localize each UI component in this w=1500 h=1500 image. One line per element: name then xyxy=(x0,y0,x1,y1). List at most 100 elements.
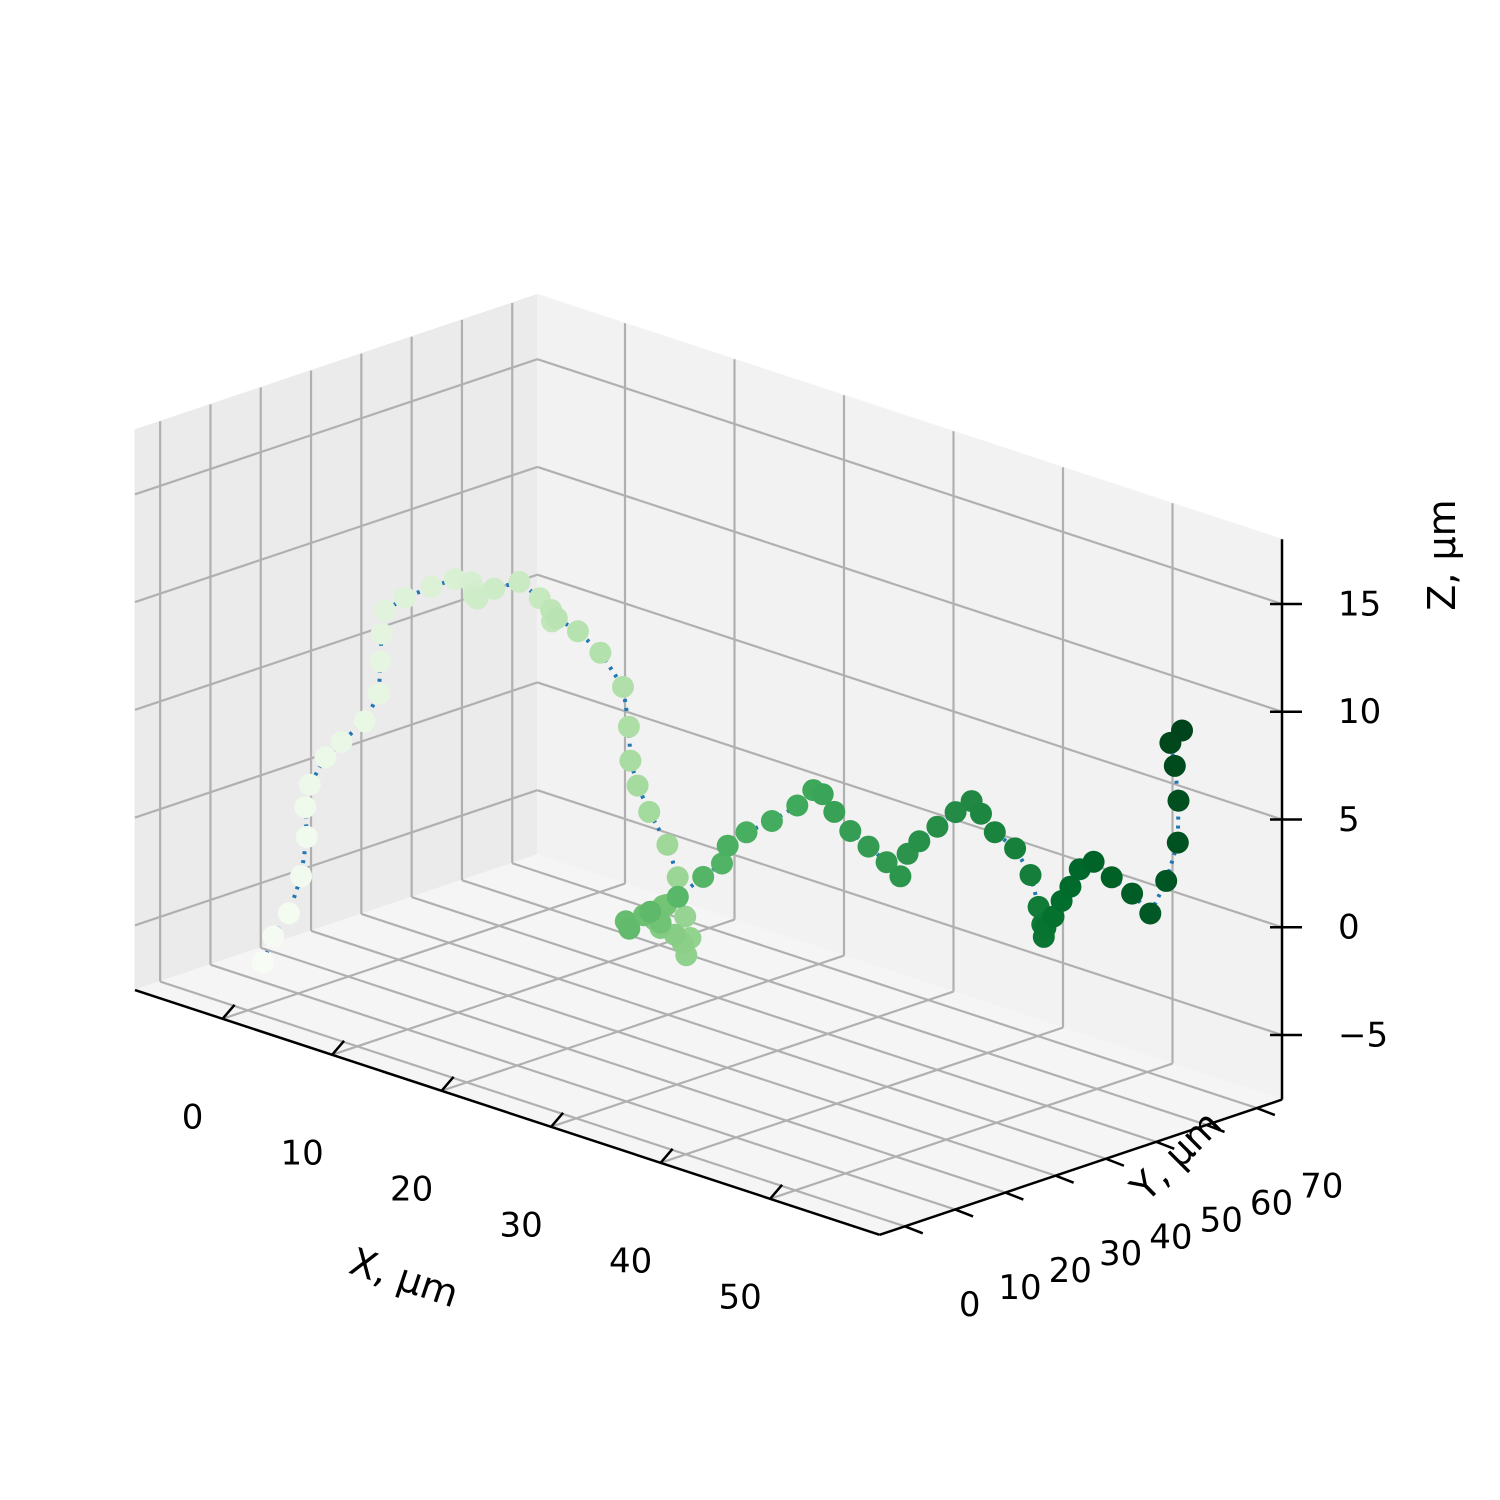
y-tick-label: 50 xyxy=(1200,1200,1243,1240)
data-point xyxy=(674,905,697,928)
data-point xyxy=(638,800,661,823)
data-point xyxy=(294,796,317,819)
z-tick-label: 5 xyxy=(1338,800,1360,840)
z-tick-label: −5 xyxy=(1338,1015,1388,1055)
data-point xyxy=(1019,864,1042,886)
gridline-x-floor xyxy=(550,990,954,1128)
data-point xyxy=(420,575,443,598)
data-layer xyxy=(251,568,1193,974)
gridline-z-back xyxy=(537,573,1283,821)
gridline-y-floor xyxy=(310,929,1056,1177)
x-tick-label: 10 xyxy=(280,1133,323,1173)
data-point xyxy=(298,773,321,796)
gridline-z-back xyxy=(537,465,1283,713)
data-point xyxy=(1059,875,1082,898)
data-point xyxy=(823,800,846,823)
gridline-y-floor xyxy=(361,912,1107,1160)
data-point xyxy=(1166,831,1189,854)
data-point xyxy=(970,802,992,825)
data-point xyxy=(374,599,397,622)
data-point xyxy=(926,815,949,838)
data-point xyxy=(370,622,393,645)
x-tick-label: 30 xyxy=(499,1205,542,1245)
data-point xyxy=(1139,902,1162,925)
y-tick-label: 70 xyxy=(1300,1167,1343,1207)
gridline-z-left xyxy=(134,465,538,604)
x-tick xyxy=(769,1183,784,1200)
x-tick-label: 20 xyxy=(390,1169,433,1209)
gridline-y-floor xyxy=(511,862,1258,1110)
data-point xyxy=(983,821,1006,844)
data-point xyxy=(353,710,376,733)
data-point xyxy=(908,830,931,853)
data-point xyxy=(1171,719,1193,742)
data-point xyxy=(369,650,392,673)
data-point xyxy=(711,852,733,875)
x-tick xyxy=(659,1147,674,1164)
gridline-y-floor xyxy=(411,896,1157,1143)
gridline-x-floor xyxy=(222,882,626,1020)
y-axis-line xyxy=(879,1098,1283,1236)
y-tick xyxy=(1105,1157,1125,1167)
data-point xyxy=(394,586,416,609)
x-tick-label: 0 xyxy=(182,1097,204,1137)
y-tick xyxy=(954,1208,974,1218)
y-tick xyxy=(1004,1191,1024,1201)
data-point xyxy=(295,825,318,848)
y-tick-label: 30 xyxy=(1099,1234,1142,1274)
data-point xyxy=(656,833,679,856)
gridline-z-left xyxy=(134,358,538,496)
y-tick-label: 60 xyxy=(1250,1184,1293,1224)
y-tick xyxy=(1055,1174,1075,1184)
data-point xyxy=(811,783,834,806)
x-tick xyxy=(440,1075,455,1092)
gridline-z-back xyxy=(537,358,1283,605)
data-point xyxy=(626,774,649,797)
y-tick-label: 20 xyxy=(1049,1251,1092,1291)
data-point xyxy=(619,749,642,772)
panes xyxy=(133,293,1284,1236)
data-point xyxy=(277,902,300,925)
data-point xyxy=(692,865,715,888)
y-tick xyxy=(1206,1123,1226,1134)
y-tick xyxy=(1256,1106,1276,1117)
x-axis-label: X, μm xyxy=(344,1239,464,1316)
data-point xyxy=(1155,869,1178,892)
gridline-z-left xyxy=(134,789,538,927)
gridline-z-back xyxy=(537,789,1283,1036)
data-point xyxy=(290,865,313,888)
data-point xyxy=(617,715,640,738)
data-point xyxy=(566,620,589,643)
data-point xyxy=(589,641,612,664)
y-tick xyxy=(1155,1140,1175,1151)
data-point xyxy=(1082,850,1105,873)
data-point xyxy=(1167,789,1190,812)
data-point xyxy=(443,568,466,591)
data-point xyxy=(508,570,531,593)
y-tick-label: 0 xyxy=(959,1285,981,1325)
x-tick xyxy=(331,1039,346,1056)
data-point xyxy=(1100,866,1123,889)
gridline-y-floor xyxy=(461,879,1207,1126)
data-point xyxy=(251,951,274,974)
z-tick-label: 15 xyxy=(1338,584,1381,624)
data-point xyxy=(466,587,489,610)
data-point xyxy=(618,917,641,940)
data-point xyxy=(716,834,739,857)
z-axis-label: Z, μm xyxy=(1420,499,1464,610)
data-point xyxy=(875,851,898,874)
data-point xyxy=(639,900,662,923)
data-point xyxy=(839,820,862,842)
data-point xyxy=(262,925,285,948)
z-tick-label: 10 xyxy=(1338,692,1381,732)
z-tick-label: 0 xyxy=(1338,908,1360,948)
x-tick xyxy=(221,1003,236,1020)
data-point xyxy=(612,675,634,698)
data-point xyxy=(889,865,912,888)
data-point xyxy=(760,810,783,832)
x-axis-line xyxy=(134,988,880,1236)
x-tick-label: 50 xyxy=(718,1277,761,1317)
